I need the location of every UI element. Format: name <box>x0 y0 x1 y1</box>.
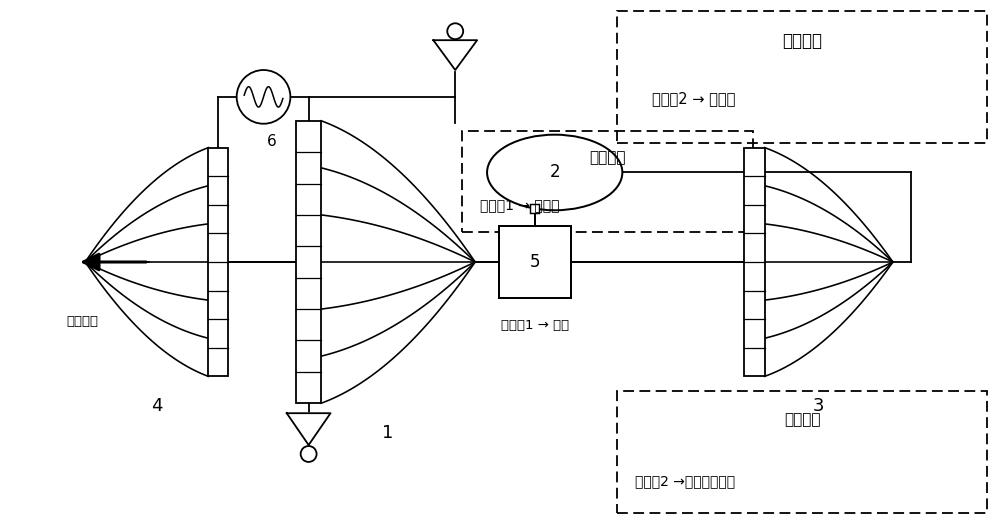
Polygon shape <box>287 413 331 445</box>
Circle shape <box>447 23 463 39</box>
Bar <box>530 204 539 213</box>
Text: 2: 2 <box>549 163 560 181</box>
Bar <box>296 121 321 403</box>
Text: 输出量1 → 发电量: 输出量1 → 发电量 <box>480 198 560 212</box>
Polygon shape <box>433 40 477 70</box>
Circle shape <box>301 446 317 462</box>
Text: 约束条件: 约束条件 <box>784 412 821 427</box>
Text: 3: 3 <box>813 397 824 415</box>
Circle shape <box>237 70 290 124</box>
Text: 优化目标: 优化目标 <box>782 32 822 50</box>
Bar <box>499 226 571 298</box>
Bar <box>208 148 228 376</box>
Text: 冷却空气: 冷却空气 <box>66 315 98 328</box>
Ellipse shape <box>487 135 622 210</box>
Text: 1: 1 <box>382 424 393 442</box>
Text: 输出量2 →涡轮排气温度: 输出量2 →涡轮排气温度 <box>635 474 735 488</box>
Text: 6: 6 <box>267 134 276 149</box>
Text: 输入量2 → 燃油量: 输入量2 → 燃油量 <box>652 91 736 106</box>
Text: 约束条件: 约束条件 <box>589 150 626 165</box>
Text: 4: 4 <box>151 397 163 415</box>
Text: 5: 5 <box>530 253 540 271</box>
Text: 输入量1 → 转速: 输入量1 → 转速 <box>501 319 569 332</box>
Bar <box>744 148 765 376</box>
